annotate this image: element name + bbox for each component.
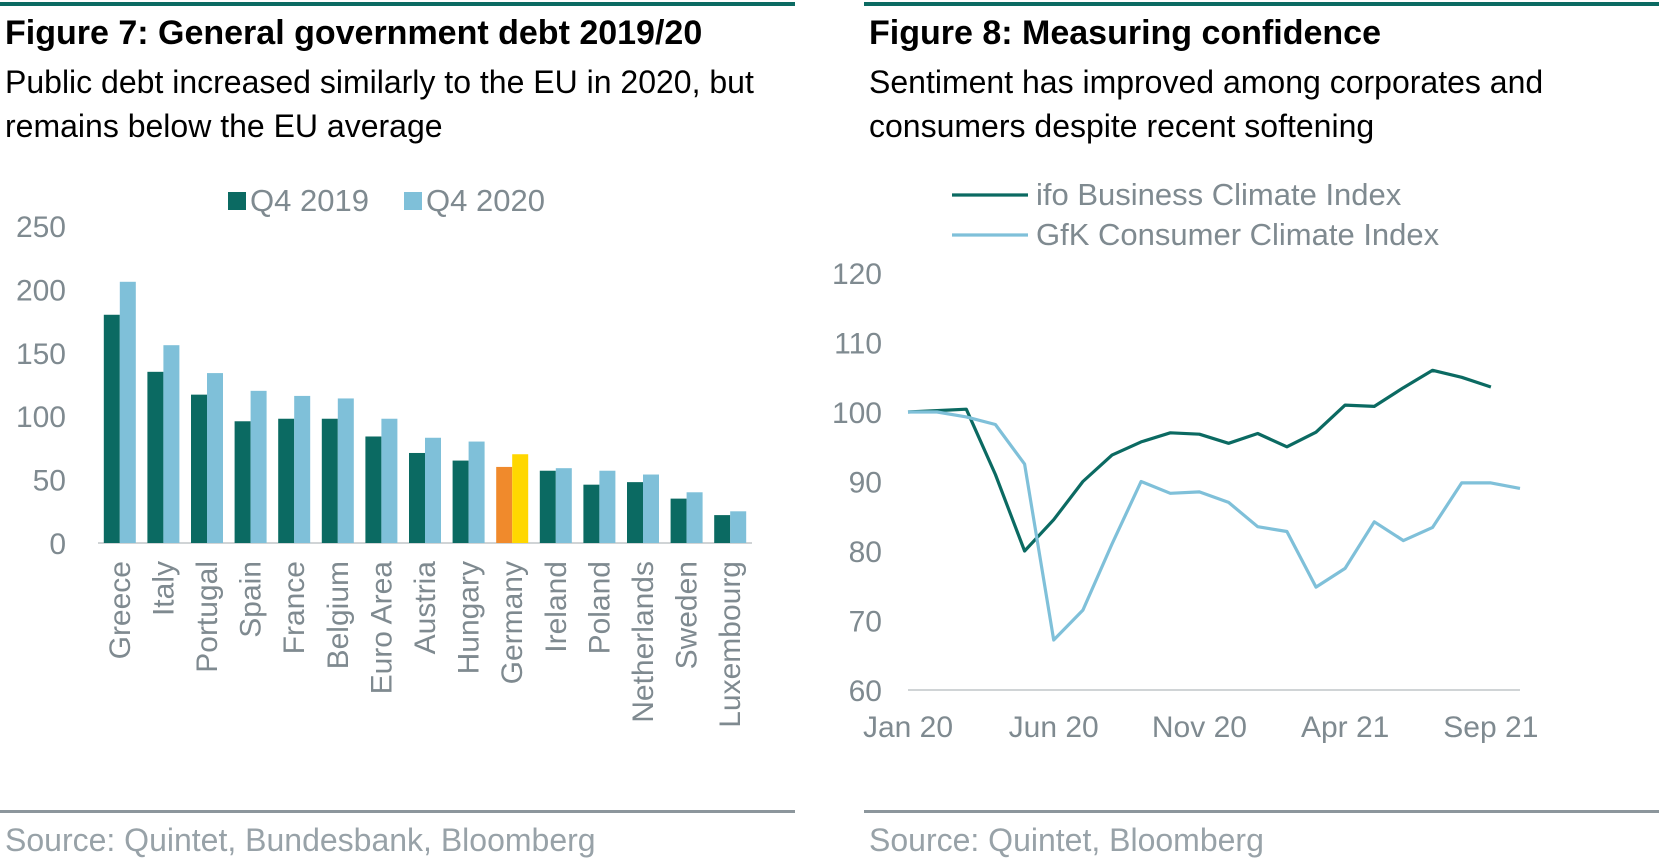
legend-label-0: ifo Business Climate Index: [1036, 177, 1402, 212]
x-tick-label-14: Luxembourg: [714, 561, 747, 728]
confidence-line-chart: 60 70 80 90 100 110 120 Jan 20 Jun 20 Nov 20 Apr 2…: [832, 177, 1538, 744]
x-tick-label-1: Italy: [147, 561, 180, 616]
y-tick-label-1: 70: [849, 606, 882, 639]
bar-germany-q4-2020: [512, 454, 529, 543]
legend-label-0: Q4 2019: [250, 183, 369, 218]
figure-8-bottom-rule: [864, 810, 1659, 813]
legend-label-1: Q4 2020: [426, 183, 545, 218]
figure-7-bottom-rule: [0, 810, 795, 813]
bar-sweden-q4-2020: [686, 492, 703, 543]
x-tick-label-11: Poland: [583, 561, 616, 654]
bar-italy-q4-2019: [147, 371, 164, 543]
bar-sweden-q4-2019: [670, 498, 687, 543]
y-tick-label-0: 60: [849, 675, 882, 708]
bar-austria-q4-2019: [409, 452, 425, 543]
bar-portugal-q4-2019: [191, 394, 207, 543]
figure-7-subtitle: Public debt increased similarly to the E…: [5, 64, 754, 144]
figure-8-source: Source: Quintet, Bloomberg: [869, 822, 1264, 858]
bar-poland-q4-2020: [599, 470, 616, 543]
x-tick-label-2: Portugal: [191, 561, 224, 673]
y-tick-label-0: 0: [49, 528, 66, 561]
figure-8-title: Figure 8: Measuring confidence: [869, 14, 1381, 52]
figure-7-panel: Figure 7: General government debt 2019/2…: [0, 0, 795, 862]
figure-7-top-rule: [0, 2, 795, 6]
figure-7-title: Figure 7: General government debt 2019/2…: [5, 14, 703, 52]
bar-belgium-q4-2019: [321, 418, 338, 543]
figure-8-subtitle: Sentiment has improved among corporates …: [869, 64, 1544, 144]
debt-bar-chart: 0 50 100 150 200 250 Greece Italy Portugal Spain F…: [16, 183, 752, 728]
x-tick-label-3: Apr 21: [1301, 711, 1389, 744]
x-tick-label-13: Sweden: [671, 561, 704, 669]
bar-hungary-q4-2019: [452, 460, 469, 543]
legend-swatch-0: [228, 192, 246, 210]
bar-ireland-q4-2020: [555, 468, 572, 543]
bar-netherlands-q4-2020: [643, 474, 659, 543]
bar-ireland-q4-2019: [539, 470, 556, 543]
bar-hungary-q4-2020: [468, 441, 485, 543]
x-tick-label-4: France: [278, 561, 311, 654]
bar-austria-q4-2020: [425, 437, 441, 543]
series-line-gfk: [908, 410, 1521, 642]
y-tick-label-1: 50: [33, 465, 66, 498]
x-tick-label-6: Euro Area: [365, 561, 398, 695]
x-tick-label-12: Netherlands: [627, 561, 660, 723]
x-tick-label-3: Spain: [235, 561, 268, 638]
x-tick-label-9: Germany: [496, 561, 529, 684]
bar-greece-q4-2019: [103, 314, 120, 543]
figure-7-source: Source: Quintet, Bundesbank, Bloomberg: [5, 822, 596, 858]
bar-luxembourg-q4-2020: [730, 511, 747, 543]
bar-euro-area-q4-2020: [381, 418, 398, 543]
y-tick-label-5: 250: [16, 211, 66, 244]
x-tick-label-0: Jan 20: [863, 711, 953, 744]
x-tick-label-8: Hungary: [453, 561, 486, 674]
bar-greece-q4-2020: [119, 281, 136, 543]
bar-poland-q4-2019: [583, 484, 600, 543]
bar-portugal-q4-2020: [207, 373, 223, 543]
bar-luxembourg-q4-2019: [714, 515, 731, 543]
y-tick-label-2: 100: [16, 401, 66, 434]
bar-italy-q4-2020: [163, 345, 180, 543]
bar-germany-q4-2019: [496, 466, 513, 543]
x-tick-label-1: Jun 20: [1009, 711, 1099, 744]
bar-france-q4-2019: [278, 418, 295, 543]
y-tick-label-4: 200: [16, 274, 66, 307]
legend-swatch-1: [404, 192, 422, 210]
x-tick-label-10: Ireland: [540, 561, 573, 653]
y-tick-label-3: 150: [16, 338, 66, 371]
x-tick-label-7: Austria: [409, 561, 442, 655]
bar-netherlands-q4-2019: [627, 482, 643, 543]
y-tick-label-5: 110: [834, 328, 882, 361]
x-tick-label-0: Greece: [104, 561, 137, 659]
legend-label-1: GfK Consumer Climate Index: [1036, 217, 1440, 252]
figure-8-top-rule: [864, 2, 1659, 6]
y-tick-label-6: 120: [832, 258, 882, 291]
bar-france-q4-2020: [294, 395, 311, 543]
y-tick-label-2: 80: [849, 536, 882, 569]
bar-euro-area-q4-2019: [365, 436, 382, 543]
y-tick-label-4: 100: [832, 397, 882, 430]
x-tick-label-2: Nov 20: [1152, 711, 1247, 744]
x-tick-label-5: Belgium: [322, 561, 355, 669]
y-tick-label-3: 90: [849, 467, 882, 500]
bar-spain-q4-2019: [234, 421, 251, 543]
figure-8-panel: Figure 8: Measuring confidence Sentiment…: [832, 0, 1659, 862]
bar-spain-q4-2020: [250, 390, 267, 543]
bar-belgium-q4-2020: [337, 398, 354, 543]
x-tick-label-4: Sep 21: [1443, 711, 1538, 744]
series-line-ifo: [907, 368, 1492, 553]
